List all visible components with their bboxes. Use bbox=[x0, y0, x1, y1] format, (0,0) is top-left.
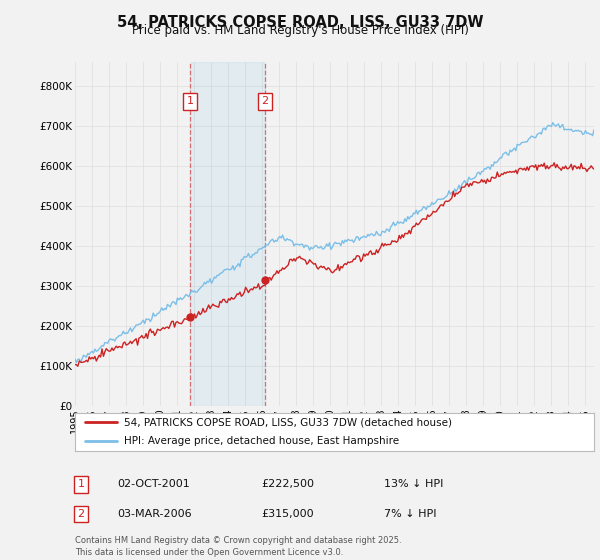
Text: 54, PATRICKS COPSE ROAD, LISS, GU33 7DW: 54, PATRICKS COPSE ROAD, LISS, GU33 7DW bbox=[117, 15, 483, 30]
Bar bbox=[190, 62, 265, 406]
Text: £222,500: £222,500 bbox=[261, 479, 314, 489]
Text: 2: 2 bbox=[77, 509, 85, 519]
Text: 1: 1 bbox=[187, 96, 193, 106]
Text: HPI: Average price, detached house, East Hampshire: HPI: Average price, detached house, East… bbox=[124, 436, 400, 446]
Text: 02-OCT-2001: 02-OCT-2001 bbox=[117, 479, 190, 489]
Text: 2: 2 bbox=[262, 96, 269, 106]
Text: 03-MAR-2006: 03-MAR-2006 bbox=[117, 509, 191, 519]
Text: Contains HM Land Registry data © Crown copyright and database right 2025.
This d: Contains HM Land Registry data © Crown c… bbox=[75, 536, 401, 557]
Text: £315,000: £315,000 bbox=[261, 509, 314, 519]
Text: 1: 1 bbox=[77, 479, 85, 489]
Text: 54, PATRICKS COPSE ROAD, LISS, GU33 7DW (detached house): 54, PATRICKS COPSE ROAD, LISS, GU33 7DW … bbox=[124, 417, 452, 427]
Text: 13% ↓ HPI: 13% ↓ HPI bbox=[384, 479, 443, 489]
Text: 7% ↓ HPI: 7% ↓ HPI bbox=[384, 509, 437, 519]
Text: Price paid vs. HM Land Registry's House Price Index (HPI): Price paid vs. HM Land Registry's House … bbox=[131, 24, 469, 37]
